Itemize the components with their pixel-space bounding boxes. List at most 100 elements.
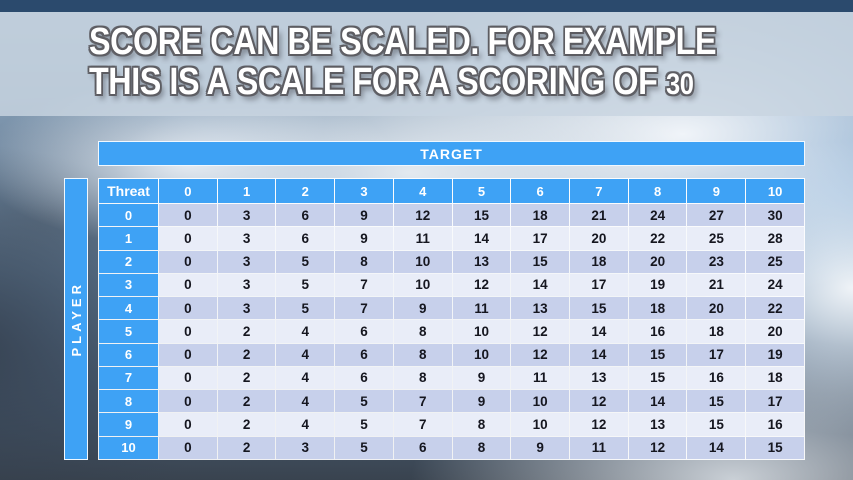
score-cell: 6 (335, 343, 393, 366)
table-row: 2 0 3 5 8 10 13 15 18 20 23 25 (99, 250, 804, 273)
score-cell: 19 (746, 343, 804, 366)
table-row: 9 0 2 4 5 7 8 10 12 13 15 16 (99, 413, 804, 436)
score-cell: 27 (687, 204, 746, 227)
score-cell: 10 (452, 343, 511, 366)
score-cell: 10 (452, 320, 511, 343)
row-header-10: 10 (99, 436, 158, 459)
score-cell: 21 (570, 204, 628, 227)
score-cell: 21 (687, 273, 746, 297)
target-label: TARGET (420, 145, 483, 162)
score-cell: 8 (335, 250, 393, 273)
score-cell: 4 (276, 320, 335, 343)
score-cell: 16 (687, 366, 746, 390)
score-cell: 18 (628, 297, 687, 320)
score-cell: 9 (335, 227, 393, 250)
score-cell: 9 (452, 366, 511, 390)
score-cell: 25 (746, 250, 804, 273)
score-cell: 10 (511, 413, 570, 436)
top-strip (0, 0, 853, 12)
score-cell: 9 (393, 297, 452, 320)
score-cell: 14 (452, 227, 511, 250)
score-cell: 15 (687, 390, 746, 413)
score-cell: 15 (687, 413, 746, 436)
score-cell: 0 (159, 390, 217, 413)
score-cell: 11 (511, 366, 570, 390)
score-cell: 15 (746, 436, 804, 459)
score-cell: 22 (628, 227, 687, 250)
score-cell: 12 (393, 204, 452, 227)
score-cell: 0 (159, 436, 217, 459)
score-cell: 20 (570, 227, 628, 250)
table-row: 0 0 3 6 9 12 15 18 21 24 27 30 (99, 204, 804, 227)
column-header-3: 3 (335, 179, 393, 203)
title-line-2-number: 30 (665, 68, 694, 101)
score-cell: 18 (746, 366, 804, 390)
table-row: 6 0 2 4 6 8 10 12 14 15 17 19 (99, 343, 804, 366)
score-cell: 6 (335, 366, 393, 390)
score-cell: 17 (746, 390, 804, 413)
row-header-6: 6 (99, 343, 158, 366)
table-row: 5 0 2 4 6 8 10 12 14 16 18 20 (99, 320, 804, 343)
table-row: 8 0 2 4 5 7 9 10 12 14 15 17 (99, 390, 804, 413)
score-cell: 17 (511, 227, 570, 250)
score-cell: 2 (217, 390, 276, 413)
score-cell: 0 (159, 250, 217, 273)
score-cell: 3 (217, 250, 276, 273)
score-cell: 8 (393, 366, 452, 390)
score-cell: 6 (335, 320, 393, 343)
row-header-4: 4 (99, 297, 158, 320)
target-header-bar: TARGET (98, 141, 805, 166)
score-cell: 5 (335, 436, 393, 459)
score-table-wrap: Threat 0 1 2 3 4 5 6 7 8 9 10 0 0 3 6 9 12 15 18 21 24 27 30 1… (98, 178, 805, 460)
score-cell: 11 (393, 227, 452, 250)
score-cell: 4 (276, 390, 335, 413)
score-cell: 3 (217, 204, 276, 227)
row-header-0: 0 (99, 204, 158, 227)
score-cell: 3 (217, 297, 276, 320)
score-cell: 12 (628, 436, 687, 459)
score-cell: 6 (393, 436, 452, 459)
score-cell: 17 (570, 273, 628, 297)
score-cell: 13 (570, 366, 628, 390)
score-cell: 18 (687, 320, 746, 343)
score-cell: 16 (746, 413, 804, 436)
score-cell: 5 (276, 297, 335, 320)
score-cell: 0 (159, 204, 217, 227)
score-cell: 3 (217, 273, 276, 297)
score-cell: 4 (276, 366, 335, 390)
column-header-10: 10 (746, 179, 804, 203)
score-cell: 12 (570, 413, 628, 436)
score-cell: 8 (393, 320, 452, 343)
score-cell: 19 (628, 273, 687, 297)
score-cell: 0 (159, 413, 217, 436)
column-header-9: 9 (687, 179, 746, 203)
row-header-1: 1 (99, 227, 158, 250)
score-cell: 15 (570, 297, 628, 320)
score-cell: 0 (159, 297, 217, 320)
score-cell: 24 (628, 204, 687, 227)
column-header-0: 0 (159, 179, 217, 203)
score-cell: 6 (276, 227, 335, 250)
player-header-bar: PLAYER (64, 178, 88, 460)
score-cell: 5 (276, 250, 335, 273)
column-header-4: 4 (393, 179, 452, 203)
score-cell: 13 (628, 413, 687, 436)
score-cell: 2 (217, 343, 276, 366)
score-cell: 12 (452, 273, 511, 297)
score-cell: 25 (687, 227, 746, 250)
row-header-2: 2 (99, 250, 158, 273)
column-header-8: 8 (628, 179, 687, 203)
row-header-3: 3 (99, 273, 158, 297)
score-cell: 7 (393, 413, 452, 436)
score-cell: 20 (687, 297, 746, 320)
score-cell: 15 (511, 250, 570, 273)
score-cell: 14 (511, 273, 570, 297)
score-cell: 9 (335, 204, 393, 227)
table-row: 4 0 3 5 7 9 11 13 15 18 20 22 (99, 297, 804, 320)
score-cell: 28 (746, 227, 804, 250)
score-cell: 10 (511, 390, 570, 413)
title-line-2-text: THIS IS A SCALE FOR A SCORING OF (89, 61, 658, 103)
score-cell: 2 (217, 320, 276, 343)
title-band (0, 12, 853, 116)
